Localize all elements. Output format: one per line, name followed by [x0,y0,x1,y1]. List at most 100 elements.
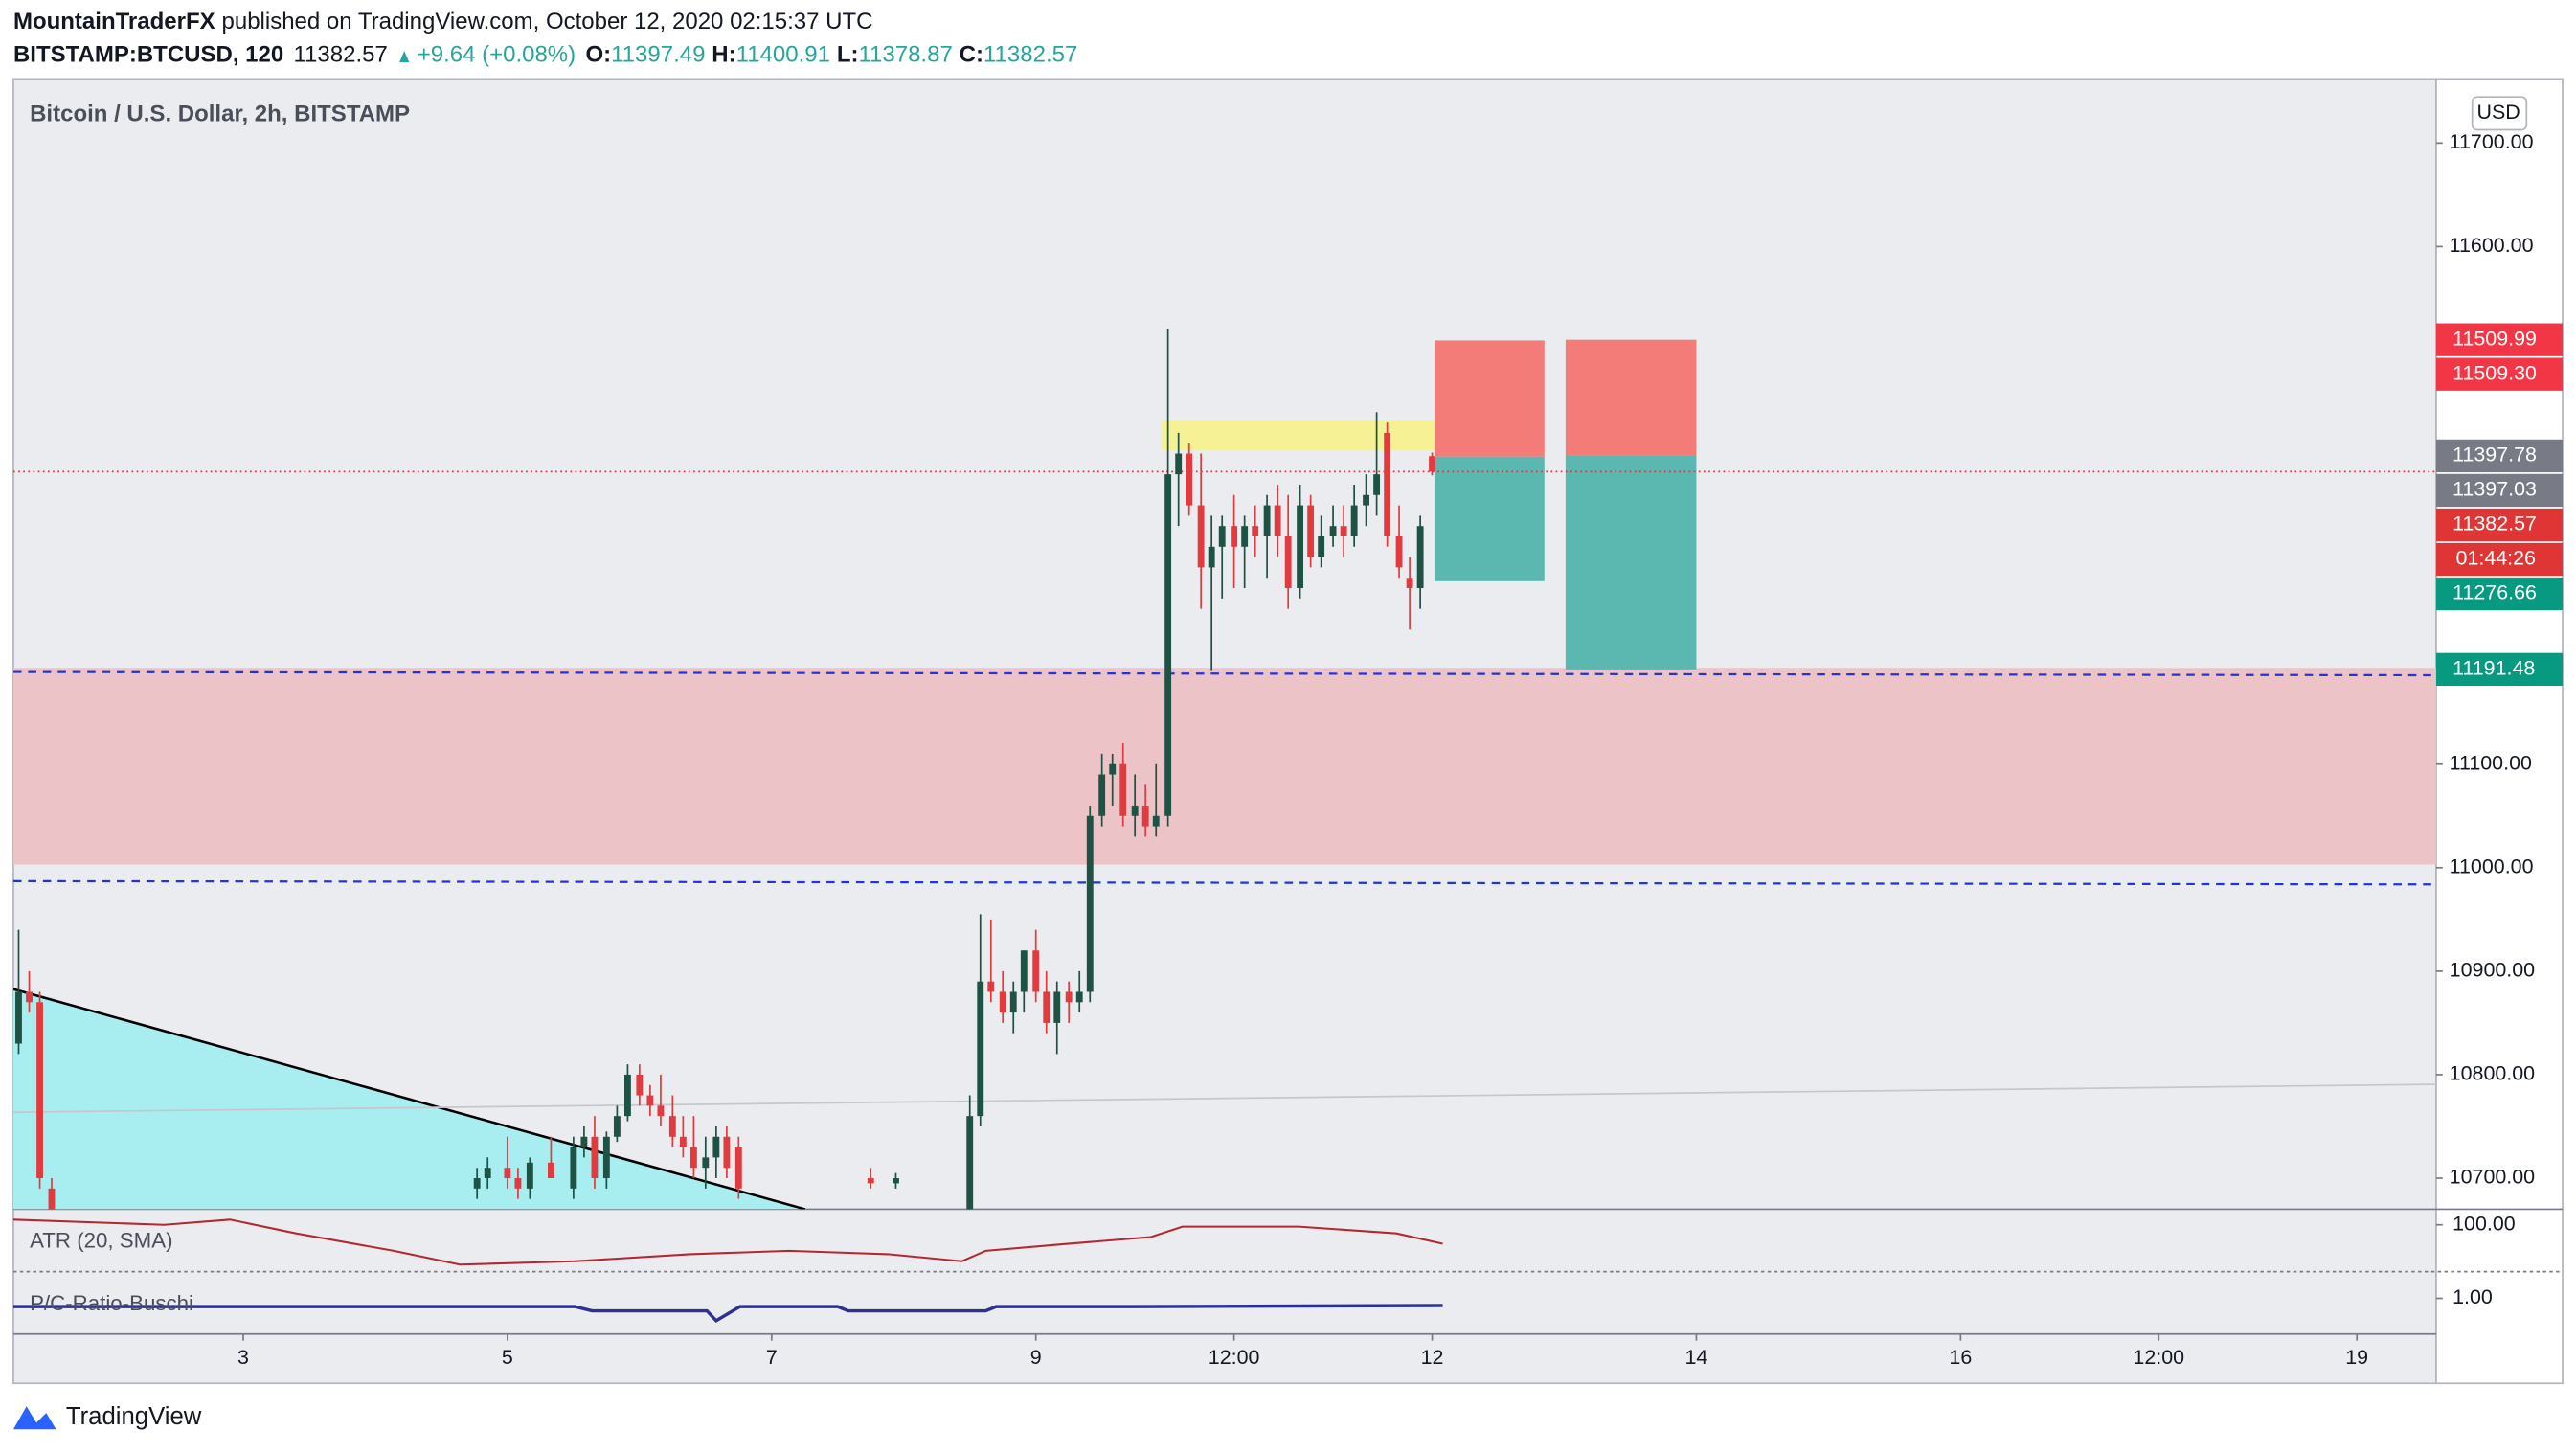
target-box [1435,456,1545,581]
level-line [12,879,2436,886]
price-tag [2435,577,2564,611]
ohlc-value: 11382.57 [983,42,1077,68]
price-tag-label: 11382.57 [2452,512,2537,535]
candle-body [1318,535,1325,557]
candle-body [526,1162,533,1189]
price-tag [2435,439,2564,473]
price-tag-label: 11509.30 [2452,361,2537,384]
candle-body [484,1168,491,1179]
candle-body [1109,763,1117,775]
candle-body [893,1178,899,1184]
candle-body [1119,763,1127,816]
candle-body [702,1157,710,1169]
y-tick-label: 10800.00 [2450,1062,2535,1085]
ohlc-label: L: [837,42,859,68]
candle-body [602,1136,610,1179]
candle-body [514,1178,522,1189]
candle-body [1231,526,1238,547]
x-tick-label: 3 [237,1346,249,1369]
indicator-name: ATR (20, SMA) [30,1229,172,1253]
candle-body [966,1116,974,1210]
candle-body [1098,774,1106,816]
candle-body [1218,526,1226,547]
chart-title: Bitcoin / U.S. Dollar, 2h, BITSTAMP [30,101,410,126]
candle-body [1020,950,1028,992]
candle-body [1032,950,1040,992]
candle-body [999,991,1006,1013]
y-tick-label: 11000.00 [2450,854,2534,877]
price-tag-label: 11276.66 [2452,581,2537,604]
candle-body [1043,991,1051,1023]
candle-body [1141,805,1149,827]
candle-body [987,981,995,992]
ray-line [12,1083,2436,1114]
candle-body [1416,526,1424,589]
price-tag [2435,652,2564,687]
candle-body [26,991,33,1003]
y-tick-label: 1.00 [2452,1285,2493,1308]
candle-body [15,991,22,1044]
candle-body [1164,474,1172,816]
candle-body [1009,991,1017,1013]
candle-body [1186,453,1193,506]
candle-body [646,1095,654,1106]
y-tick-label: 10700.00 [2450,1166,2535,1189]
candle-body [1175,453,1183,475]
candle-body [1263,505,1271,536]
price-axis [2435,78,2564,1385]
currency: USD [2477,101,2520,124]
candle-body [867,1178,874,1184]
target-box [1565,455,1697,670]
candle-body [1274,505,1281,536]
y-tick-label: 10900.00 [2450,959,2535,982]
ohlc-label: C: [960,42,983,68]
published: published on TradingView.com, October 12… [222,9,873,34]
countdown-tag [2435,542,2564,577]
candle-body [613,1116,621,1137]
candle-body [504,1168,511,1179]
candle-body [1297,505,1304,589]
candle-body [1373,474,1381,495]
candle-body [977,981,984,1117]
candle-body [1350,505,1358,536]
y-tick-label: 11600.00 [2450,234,2534,257]
indicator-line [12,1218,1443,1266]
candle-body [657,1105,665,1117]
candle-body [723,1136,731,1169]
trend-line [12,988,806,1210]
candle-body [679,1136,687,1147]
candle-body [636,1074,644,1096]
last: 11382.57 [294,42,388,68]
candle-body [1252,526,1259,536]
x-tick-label: 16 [1949,1346,1972,1369]
x-tick-label: 14 [1685,1346,1708,1369]
candle-body [1208,546,1215,568]
publisher: MountainTraderFX [13,9,215,34]
candle-body [36,1002,43,1179]
price-tag [2435,323,2564,356]
indicator-name: P/C-Ratio-Buschi [30,1291,193,1315]
x-tick-label: 5 [502,1346,513,1369]
candle-body [580,1136,588,1147]
candle-body [734,1147,742,1189]
price-tag-label: 11509.99 [2452,327,2537,350]
candle-body [689,1147,697,1169]
currency-box [2471,96,2528,131]
brand: TradingView [66,1403,202,1430]
candle-body [570,1147,577,1189]
ohlc-label: H: [712,42,735,68]
candle-body [1075,991,1083,1003]
candle-body [1363,494,1369,506]
candle-body [547,1162,554,1179]
up-arrow [399,51,410,63]
symbol-line: BITSTAMP:BTCUSD, 120 11382.57 +9.64 (+0.08… [13,42,1077,68]
change: +9.64 (+0.08%) [418,42,576,68]
stop-box [1435,340,1545,457]
candle-body [1395,535,1403,568]
ohlc-value: 11397.49 [611,42,705,68]
candle-body [1307,505,1315,557]
candle-body [623,1074,631,1117]
candle-body [1284,535,1292,589]
support-zone [12,668,2436,865]
